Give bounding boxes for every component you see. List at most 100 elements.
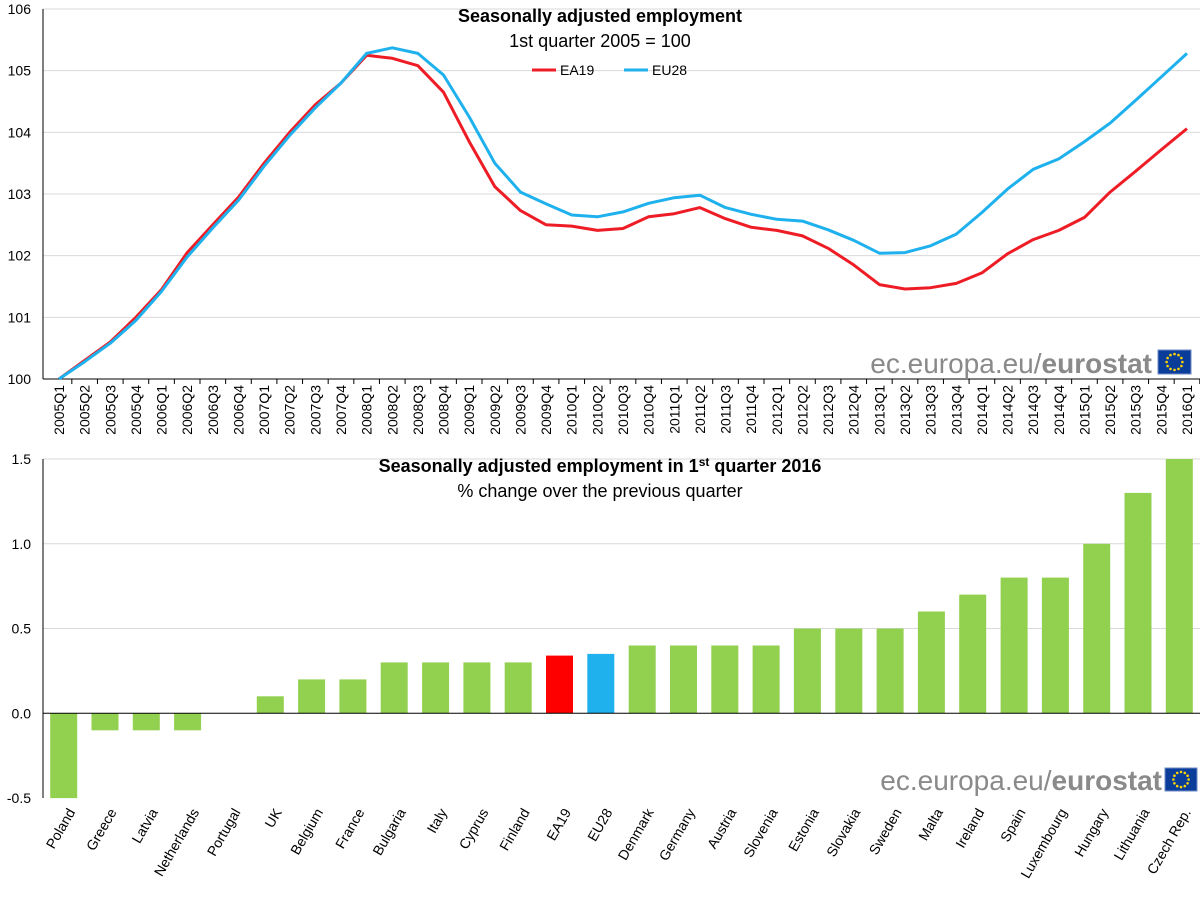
bar-estonia [793,628,821,714]
bar-france [339,679,367,714]
bar-chart-watermark: ec.europa.eu/eurostat [880,765,1198,796]
flag-star [1173,352,1176,356]
flag-star [1180,364,1183,368]
flag-star [1179,785,1183,789]
bar-luxembourg [1041,577,1069,714]
y-tick-label: 105 [8,63,32,79]
x-tick-label: Bulgaria [369,805,409,858]
line-chart-subtitle: 1st quarter 2005 = 100 [509,31,691,51]
bar-cyprus [463,662,491,714]
x-tick-label: 2006Q4 [230,385,246,435]
x-tick-label: Lithuania [1110,805,1152,862]
y-tick-label: 1.5 [12,451,32,467]
flag-star [1186,774,1189,777]
bar-eu28 [587,653,615,714]
line-chart-axes [42,9,1200,380]
x-tick-label: Portugal [204,806,244,859]
x-tick-label: 2006Q2 [179,385,195,435]
legend-label-eu28: EU28 [652,62,687,78]
x-tick-label: Italy [423,806,450,836]
x-tick-label: Finland [496,806,533,854]
x-tick-label: Austria [704,805,740,851]
x-tick-label: 2007Q3 [307,385,323,435]
flag-star [1166,364,1169,368]
y-tick-label: 102 [8,248,32,264]
x-tick-label: 2012Q3 [820,385,836,435]
bar-chart-axes [42,459,1200,798]
x-tick-label: 2013Q4 [948,385,964,435]
flag-star [1169,353,1172,357]
y-tick-label: 103 [8,186,32,202]
bar-denmark [628,645,656,714]
flag-star [1173,782,1176,785]
x-tick-label: 2008Q1 [359,385,375,435]
flag-star [1175,784,1179,788]
x-tick-label: 2014Q4 [1051,385,1067,435]
bar-chart-title: Seasonally adjusted employment in 1st qu… [379,455,822,476]
x-tick-label: Spain [997,806,1029,845]
x-tick-label: 2008Q2 [384,385,400,435]
bar-spain [1000,577,1028,714]
x-tick-label: 2007Q1 [256,385,272,435]
flag-star [1172,778,1175,781]
x-tick-label: 2005Q2 [77,385,93,435]
x-tick-label: 2011Q3 [718,385,734,434]
x-tick-label: 2010Q4 [641,385,657,435]
flag-star [1180,356,1183,360]
series-line-ea19 [58,53,1188,381]
bar-slovenia [752,645,780,714]
x-tick-label: 2005Q1 [51,385,67,435]
x-tick-label: 2013Q1 [871,385,887,435]
flag-star [1186,782,1189,785]
x-tick-label: Slovakia [823,805,863,859]
flag-star [1173,774,1176,777]
bar-latvia [132,713,160,731]
flag-star [1179,770,1183,774]
x-tick-label: 2005Q4 [128,385,144,435]
flag-star [1165,360,1168,364]
x-tick-label: Latvia [128,805,161,846]
x-tick-label: 2010Q1 [564,385,580,435]
flag-star [1169,367,1172,371]
x-tick-label: Sweden [866,806,905,858]
y-tick-label: 0.0 [12,705,32,721]
x-tick-label: Ireland [952,806,987,851]
x-tick-label: 2016Q1 [1179,385,1195,435]
y-tick-label: 106 [8,1,32,17]
bar-bulgaria [380,662,408,714]
line-chart-legend: EA19 EU28 [532,62,687,78]
x-tick-label: 2010Q2 [589,385,605,435]
flag-star [1175,771,1179,775]
y-tick-label: 104 [8,124,32,140]
eu-flag-icon [1157,349,1192,375]
line-chart-y-ticks: 100 101 102 103 104 105 106 [8,1,32,387]
x-tick-label: 2006Q1 [154,385,170,435]
x-tick-label: Cyprus [455,806,491,852]
x-tick-label: 2009Q2 [487,385,503,435]
x-tick-label: 2009Q3 [512,385,528,435]
flag-star [1177,353,1180,357]
x-tick-label: Germany [655,806,698,864]
x-tick-label: 2014Q1 [974,385,990,435]
line-chart-gridlines [43,8,1200,318]
x-tick-label: Estonia [785,805,822,854]
x-tick-label: Poland [43,806,79,852]
x-tick-label: Greece [83,805,120,853]
x-tick-label: 2014Q2 [1000,385,1016,435]
x-tick-label: France [332,805,368,851]
bar-belgium [298,679,326,714]
flag-field [1164,767,1198,792]
bar-greece [91,713,119,731]
x-tick-label: Slovenia [740,805,781,860]
x-tick-label: 2007Q4 [333,385,349,435]
x-tick-label: 2012Q2 [794,385,810,435]
flag-star [1173,368,1176,372]
eu-flag-icon [1164,767,1198,792]
x-tick-label: 2011Q1 [666,385,682,434]
bar-chart-y-ticks: -0.5 0.0 0.5 1.0 1.5 [7,451,31,806]
watermark-text: ec.europa.eu/eurostat [880,765,1162,796]
flag-star [1166,356,1169,360]
bar-austria [711,645,739,714]
x-tick-label: Belgium [287,806,326,858]
